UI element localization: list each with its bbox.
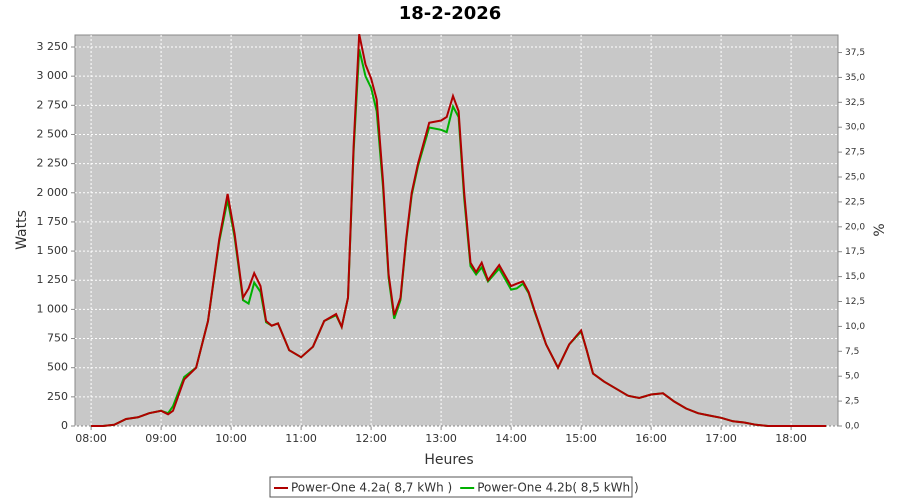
legend (269, 476, 633, 498)
x-tick-label: 09:00 (145, 432, 177, 445)
y-tick-label: 1 500 (37, 244, 69, 257)
x-tick-label: 14:00 (495, 432, 527, 445)
y2-tick-label: 32,5 (845, 98, 865, 108)
x-tick-label: 11:00 (285, 432, 317, 445)
x-tick-label: 08:00 (75, 432, 107, 445)
y2-tick-label: 10,0 (845, 322, 865, 332)
x-axis-title: Heures (424, 452, 473, 468)
legend-label: Power-One 4.2a( 8,7 kWh ) (291, 481, 452, 495)
y2-tick-label: 2,5 (845, 397, 859, 407)
y-tick-label: 750 (47, 332, 68, 345)
chart-title: 18-2-2026 (399, 3, 502, 24)
y-tick-label: 2 250 (37, 157, 69, 170)
y-tick-label: 0 (61, 419, 68, 432)
y2-axis-title: % (872, 223, 888, 236)
y2-tick-label: 25,0 (845, 173, 865, 183)
y2-tick-label: 20,0 (845, 222, 865, 232)
y2-tick-label: 0,0 (845, 422, 860, 432)
series-line (91, 33, 827, 427)
y2-tick-label: 7,5 (845, 347, 859, 357)
x-tick-label: 10:00 (215, 432, 247, 445)
y-tick-label: 2 750 (37, 98, 69, 111)
y-tick-label: 3 250 (37, 40, 69, 53)
y2-tick-label: 17,5 (845, 247, 865, 257)
y2-tick-label: 30,0 (845, 123, 865, 133)
x-tick-label: 17:00 (705, 432, 737, 445)
y2-tick-label: 15,0 (845, 272, 865, 282)
y2-tick-label: 5,0 (845, 372, 860, 382)
x-tick-label: 12:00 (355, 432, 387, 445)
y2-tick-label: 35,0 (845, 73, 865, 83)
y-tick-label: 1 250 (37, 273, 69, 286)
y-tick-label: 3 000 (37, 69, 69, 82)
y2-tick-label: 22,5 (845, 197, 865, 207)
y-tick-label: 1 750 (37, 215, 69, 228)
y-tick-label: 1 000 (37, 302, 69, 315)
y-axis-title: Watts (14, 210, 30, 250)
y2-tick-label: 12,5 (845, 297, 865, 307)
y2-tick-label: 37,5 (845, 48, 865, 58)
plot-area (74, 34, 839, 427)
y-tick-label: 500 (47, 361, 68, 374)
x-tick-label: 18:00 (775, 432, 807, 445)
y-tick-label: 2 500 (37, 127, 69, 140)
legend-label: Power-One 4.2b( 8,5 kWh ) (477, 481, 638, 495)
y-tick-label: 250 (47, 390, 68, 403)
x-tick-label: 15:00 (565, 432, 597, 445)
y-tick-label: 2 000 (37, 186, 69, 199)
y2-tick-label: 27,5 (845, 148, 865, 158)
x-tick-label: 13:00 (425, 432, 457, 445)
x-tick-label: 16:00 (635, 432, 667, 445)
